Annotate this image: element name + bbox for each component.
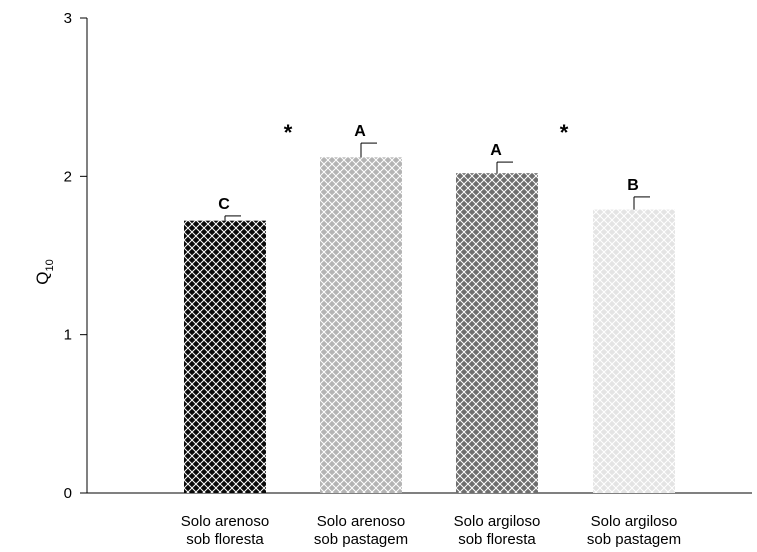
y-tick-label: 3 [64,10,72,27]
x-tick-label: Solo arenoso sob pastagem [314,513,408,548]
bar [593,209,675,494]
bar [184,220,266,493]
x-tick-label: Solo arenoso sob floresta [181,513,269,548]
data-label: C [218,196,230,213]
y-axis-title-main: Q [33,272,52,285]
y-tick-label: 0 [64,485,72,502]
significance-star-1: * [284,120,293,145]
data-label: B [627,177,639,194]
y-axis-title: Q10 [33,259,56,284]
x-tick-label: Solo argiloso sob pastagem [587,513,681,548]
significance-star-2: * [560,120,569,145]
data-label: A [354,123,366,140]
y-axis-title-subscript: 10 [44,259,56,271]
bar [320,157,402,494]
bar [456,173,538,493]
data-label: A [490,142,502,159]
plot-area: 0 1 2 3 C Solo arenoso sob floresta A Solo areno… [64,10,752,548]
y-tick-label: 1 [64,327,72,344]
x-tick-label: Solo argiloso sob floresta [454,513,541,548]
y-tick-label: 2 [64,168,72,185]
